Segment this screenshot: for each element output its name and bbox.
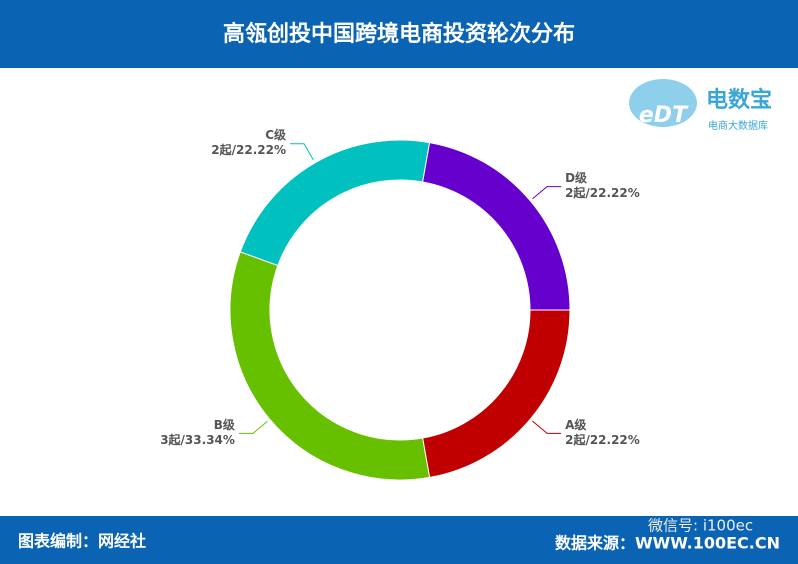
slice-name: D级 [565, 170, 587, 185]
leader-line [238, 420, 268, 434]
footer-credit: 图表编制：网经社 [18, 532, 146, 551]
logo: eDT 电数宝 电商大数据库 [629, 79, 772, 132]
leader-line [532, 420, 562, 434]
slice-label: 3起/33.34% [160, 432, 235, 447]
watermark: 微信号: i100ec [648, 517, 753, 535]
slice-label: 2起/22.22% [565, 185, 640, 200]
header-bar [0, 0, 798, 68]
footer-bar [0, 516, 798, 564]
logo-mark: eDT [639, 103, 689, 128]
leader-line [532, 186, 562, 200]
leader-line [290, 143, 314, 161]
slice-name: C级 [265, 127, 286, 142]
logo-tagline: 电商大数据库 [708, 119, 768, 132]
slice-name: A级 [565, 417, 586, 432]
footer-source: 数据来源：WWW.100EC.CN [555, 534, 780, 553]
donut-slice [239, 139, 431, 267]
slice-label: 2起/22.22% [211, 142, 286, 157]
logo-cloud [629, 79, 697, 127]
chart-title: 高瓴创投中国跨境电商投资轮次分布 [223, 21, 575, 47]
slice-label: 2起/22.22% [565, 432, 640, 447]
slice-name: B级 [214, 417, 235, 432]
logo-name: 电数宝 [706, 87, 772, 113]
